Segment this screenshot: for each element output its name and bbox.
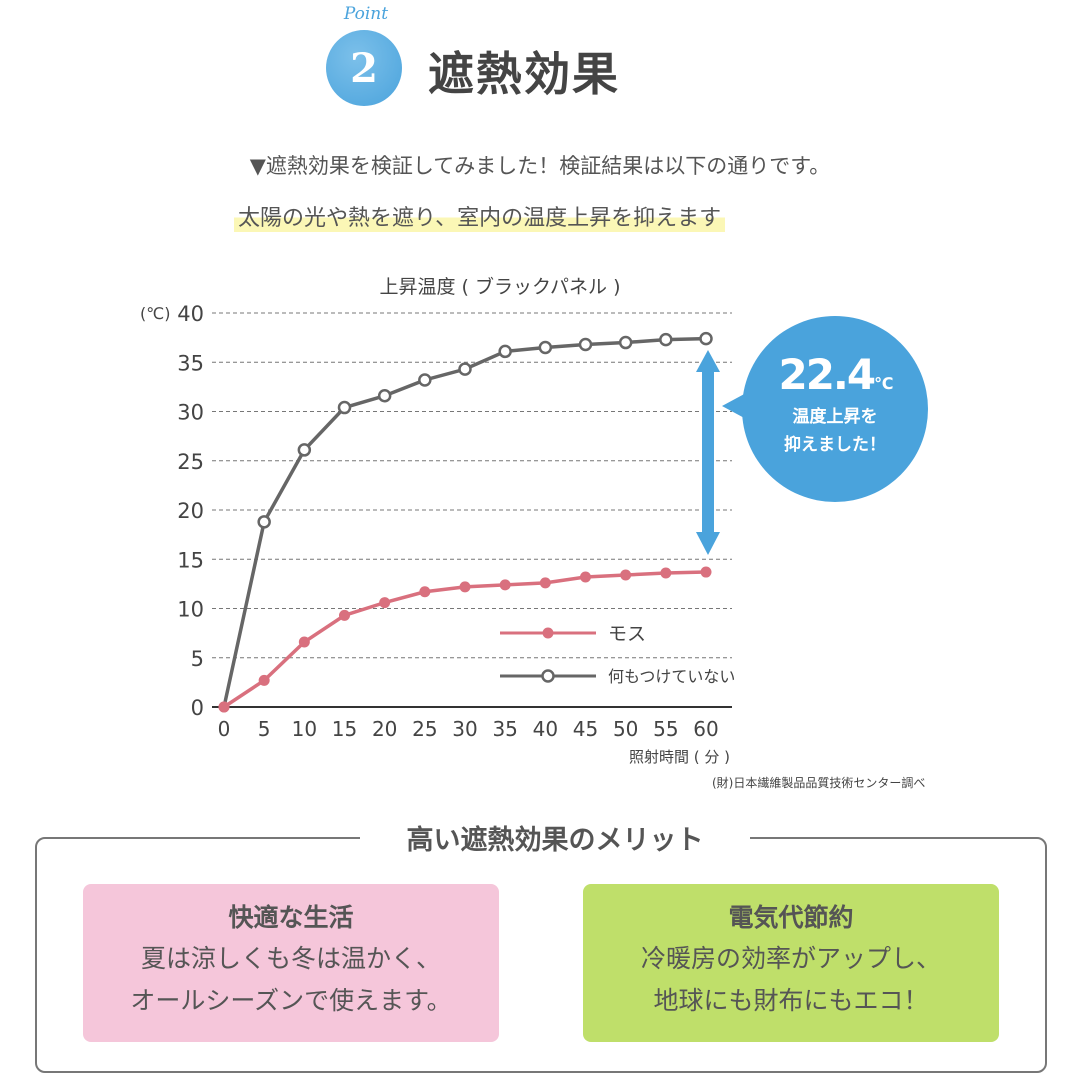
- data-point: [257, 515, 271, 529]
- y-tick-label: 35: [177, 351, 204, 375]
- merit-card-savings: 電気代節約 冷暖房の効率がアップし、 地球にも財布にもエコ！: [583, 884, 999, 1042]
- data-point: [459, 581, 471, 593]
- x-tick-label: 40: [533, 717, 558, 741]
- section-title: 遮熱効果: [428, 47, 620, 101]
- data-point: [339, 609, 350, 621]
- x-tick-label: 0: [218, 717, 231, 741]
- y-tick-label: 5: [191, 647, 204, 671]
- merit-card-line1: 夏は涼しくも冬は温かく、: [140, 944, 441, 973]
- callout-value: 22.4: [778, 350, 876, 399]
- merit-card-title: 快適な生活: [228, 903, 354, 932]
- difference-arrow-head-down: [696, 532, 720, 555]
- difference-arrow-head-up: [696, 350, 720, 372]
- data-point: [699, 331, 713, 346]
- merit-card-title: 電気代節約: [728, 903, 854, 932]
- callout-value-line: 22.4℃: [742, 350, 928, 399]
- y-tick-label: 0: [191, 696, 204, 720]
- data-point: [620, 569, 632, 581]
- point-number-badge: 2: [326, 30, 402, 106]
- callout-message-line1: 温度上昇を: [792, 407, 878, 427]
- legend-marker: [541, 669, 555, 683]
- x-tick-label: 20: [372, 717, 397, 741]
- point-label: Point: [343, 4, 389, 24]
- merit-card-comfort: 快適な生活 夏は涼しくも冬は温かく、 オールシーズンで使えます。: [83, 884, 499, 1042]
- data-point: [377, 388, 392, 403]
- data-point: [499, 579, 511, 591]
- x-tick-label: 55: [653, 717, 678, 741]
- y-tick-label: 10: [177, 598, 204, 622]
- x-tick-label: 35: [492, 717, 517, 741]
- data-point: [538, 340, 553, 355]
- x-tick-label: 15: [332, 717, 357, 741]
- data-point: [578, 337, 593, 352]
- data-point: [218, 701, 230, 713]
- data-point: [258, 674, 270, 686]
- x-tick-label: 50: [613, 717, 638, 741]
- x-tick-label: 60: [693, 717, 718, 741]
- x-tick-label: 5: [258, 717, 271, 741]
- data-point: [419, 586, 431, 598]
- data-point: [539, 577, 551, 589]
- x-tick-label: 30: [452, 717, 477, 741]
- tagline: 太陽の光や熱を遮り、室内の温度上昇を抑えます: [234, 200, 726, 232]
- callout-message: 温度上昇を抑えました！: [742, 403, 928, 459]
- merits-title: 高い遮熱効果のメリット: [360, 818, 750, 857]
- data-point: [337, 400, 352, 415]
- data-point: [297, 443, 312, 457]
- data-point: [660, 567, 672, 579]
- data-point: [298, 636, 310, 648]
- data-point: [379, 597, 391, 609]
- legend-marker: [542, 627, 554, 639]
- difference-arrow-shaft: [702, 368, 714, 536]
- callout-message-line2: 抑えました！: [784, 435, 886, 455]
- data-point: [659, 332, 673, 347]
- y-tick-label: 15: [177, 548, 204, 572]
- x-tick-label: 25: [412, 717, 437, 741]
- source-note: (財)日本繊維製品品質技術センター調べ: [712, 776, 926, 790]
- callout-unit: ℃: [874, 374, 893, 393]
- y-tick-label: 20: [177, 499, 204, 523]
- x-tick-label: 10: [292, 717, 317, 741]
- callout-bubble: 22.4℃ 温度上昇を抑えました！: [742, 316, 928, 502]
- chart-title: 上昇温度 ( ブラックパネル ): [379, 276, 621, 298]
- data-point: [458, 362, 472, 376]
- legend-label: 何もつけていない: [608, 667, 735, 686]
- data-point: [418, 373, 432, 387]
- merit-card-line2: 地球にも財布にもエコ！: [653, 986, 929, 1015]
- y-axis-label: (℃): [140, 304, 170, 323]
- data-point: [618, 335, 633, 350]
- merit-card-line2: オールシーズンで使えます。: [130, 986, 452, 1015]
- intro-text: ▼遮熱効果を検証してみました！検証結果は以下の通りです。: [249, 154, 831, 178]
- data-point: [580, 571, 591, 583]
- merit-card-line1: 冷暖房の効率がアップし、: [640, 944, 941, 973]
- x-tick-label: 45: [573, 717, 598, 741]
- y-tick-label: 40: [177, 302, 204, 326]
- y-tick-label: 30: [177, 401, 204, 425]
- legend-label: モス: [608, 623, 646, 645]
- y-tick-label: 25: [177, 450, 204, 474]
- data-point: [498, 344, 512, 359]
- x-axis-label: 照射時間 ( 分 ): [629, 748, 730, 766]
- data-point: [700, 566, 712, 578]
